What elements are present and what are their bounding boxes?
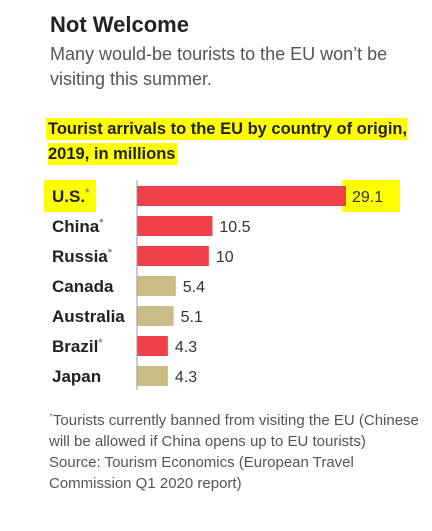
chart-subtitle: Many would-be tourists to the EU won’t b… (50, 44, 388, 89)
value-label-0: 29.1 (352, 189, 383, 206)
value-label-1: 10.5 (219, 219, 250, 236)
category-label-0: U.S.* (52, 187, 90, 206)
bar-2 (137, 246, 209, 266)
banned-marker-0: * (85, 187, 90, 199)
value-label-4: 5.1 (181, 309, 203, 326)
bar-0 (137, 186, 346, 206)
category-label-5: Brazil* (52, 337, 103, 356)
highlight-category (44, 180, 96, 212)
value-label-6: 4.3 (175, 369, 197, 386)
value-label-2: 10 (216, 249, 234, 266)
value-label-5: 4.3 (175, 339, 197, 356)
category-label-3: Canada (52, 277, 114, 296)
bar-6 (137, 366, 168, 386)
footnote-note: *Tourists currently banned from visiting… (49, 407, 419, 452)
bar-4 (137, 306, 174, 326)
banned-marker-2: * (108, 247, 113, 259)
footnote-text: Tourists currently banned from visiting … (49, 412, 419, 450)
highlight-value (342, 180, 400, 212)
bar-3 (137, 276, 176, 296)
category-label-1: China* (52, 217, 104, 236)
value-label-3: 5.4 (183, 279, 205, 296)
banned-marker-5: * (98, 337, 103, 349)
chart-label: Tourist arrivals to the EU by country of… (48, 117, 408, 167)
source-note: Source: Tourism Economics (European Trav… (49, 454, 354, 492)
bar-chart: U.S.* 29.1 China* 10.5 Russia* 10 Canada 5.4 Aus… (44, 180, 400, 390)
footnote: *Tourists currently banned from visiting… (49, 407, 419, 494)
category-label-4: Australia (52, 307, 125, 326)
chart-label-text: Tourist arrivals to the EU by country of… (48, 120, 408, 163)
category-label-6: Japan (52, 367, 101, 386)
category-label-2: Russia* (52, 247, 113, 266)
bar-5 (137, 336, 168, 356)
bar-1 (137, 216, 213, 236)
banned-marker-1: * (99, 217, 104, 229)
footnote-marker: * (49, 412, 53, 423)
chart-title-heading: Not Welcome (50, 12, 189, 37)
